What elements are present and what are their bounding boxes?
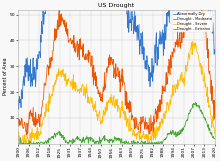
Drought - Extreme [111, 142, 114, 144]
Drought - Moderate [25, 134, 28, 136]
Drought - Severe [209, 114, 212, 116]
Drought - Severe [17, 136, 20, 137]
Drought - Severe [124, 119, 126, 121]
Drought - Severe [191, 41, 194, 43]
Abnormally Dry [209, 8, 212, 10]
Line: Abnormally Dry: Abnormally Dry [18, 0, 214, 109]
Drought - Severe [24, 143, 27, 145]
Drought - Moderate [112, 58, 114, 60]
Drought - Moderate [111, 59, 113, 61]
Abnormally Dry [213, 49, 216, 51]
Drought - Moderate [124, 84, 126, 86]
Abnormally Dry [17, 108, 20, 110]
Drought - Moderate [209, 80, 212, 82]
Drought - Moderate [17, 125, 20, 127]
Drought - Extreme [194, 102, 197, 104]
Drought - Extreme [213, 137, 216, 139]
Drought - Extreme [178, 132, 180, 134]
Drought - Extreme [17, 143, 20, 145]
Line: Drought - Moderate: Drought - Moderate [18, 0, 214, 135]
Abnormally Dry [135, 31, 137, 33]
Drought - Severe [134, 133, 137, 135]
Drought - Extreme [123, 140, 126, 142]
Title: US Drought: US Drought [98, 4, 134, 9]
Drought - Severe [178, 80, 181, 82]
Drought - Severe [111, 96, 113, 98]
Line: Drought - Extreme: Drought - Extreme [18, 103, 214, 144]
Abnormally Dry [17, 99, 20, 100]
Drought - Moderate [134, 125, 137, 127]
Drought - Moderate [178, 32, 181, 34]
Legend: Abnormally Dry, Drought - Moderate, Drought - Severe, Drought - Extreme: Abnormally Dry, Drought - Moderate, Drou… [172, 11, 213, 32]
Line: Drought - Severe: Drought - Severe [18, 42, 214, 144]
Drought - Extreme [209, 132, 211, 134]
Drought - Moderate [213, 118, 216, 120]
Drought - Severe [213, 133, 216, 134]
Y-axis label: Percent of Area: Percent of Area [4, 58, 9, 95]
Drought - Extreme [134, 143, 136, 145]
Drought - Severe [112, 101, 114, 103]
Drought - Extreme [110, 139, 113, 141]
